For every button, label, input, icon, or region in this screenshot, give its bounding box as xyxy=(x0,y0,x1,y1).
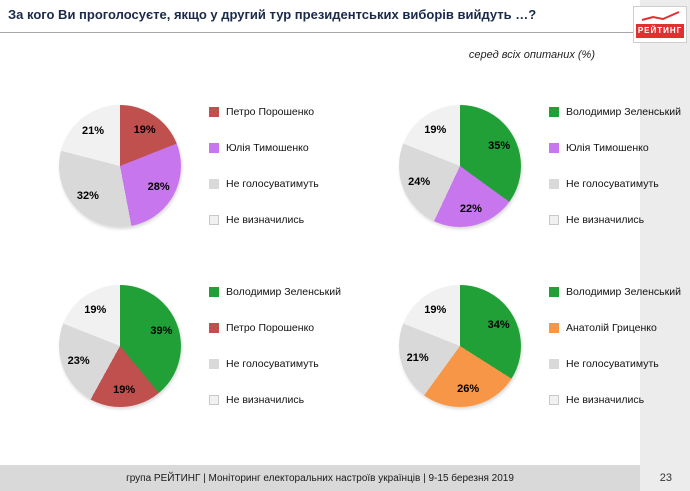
pie-percentage-label: 21% xyxy=(406,352,429,365)
footer-bar: група РЕЙТИНГ | Моніторинг електоральних… xyxy=(0,465,640,491)
legend-color-swatch xyxy=(549,287,559,297)
pie-percentage-label: 19% xyxy=(424,123,447,136)
page-number: 23 xyxy=(659,472,672,484)
pie-chart-zelensky-tymoshenko: 35% 22% 24% 19% Володимир Зеленський Юлія Ти… xyxy=(385,84,690,248)
pie-circle xyxy=(399,105,521,227)
legend-item: Не визначились xyxy=(549,394,681,406)
legend-item: Юлія Тимошенко xyxy=(549,142,681,154)
pie-percentage-label: 26% xyxy=(457,383,480,396)
legend-label: Володимир Зеленський xyxy=(566,286,681,298)
pie-percentage-label: 23% xyxy=(67,354,90,367)
pie-percentage-label: 19% xyxy=(84,303,107,316)
pie-chart-poroshenko-tymoshenko: 19% 28% 32% 21% Петро Порошенко Юлія Тимошен… xyxy=(45,84,385,248)
right-sidebar-strip xyxy=(640,0,690,491)
legend-label: Володимир Зеленський xyxy=(566,106,681,118)
legend-label: Юлія Тимошенко xyxy=(226,142,309,154)
legend-label: Володимир Зеленський xyxy=(226,286,341,298)
legend-label: Не визначились xyxy=(226,394,305,406)
legend-label: Не голосуватимуть xyxy=(566,358,659,370)
charts-grid: 19% 28% 32% 21% Петро Порошенко Юлія Тимошен… xyxy=(45,84,690,428)
pie-percentage-label: 32% xyxy=(76,190,99,203)
title-divider xyxy=(0,32,640,33)
legend-label: Не визначились xyxy=(566,214,645,226)
legend-label: Петро Порошенко xyxy=(226,106,315,118)
legend-label: Не голосуватимуть xyxy=(226,178,319,190)
subtitle: серед всіх опитаних (%) xyxy=(468,49,595,61)
legend-color-swatch xyxy=(549,323,559,333)
pie-percentage-label: 28% xyxy=(147,181,170,194)
legend-color-swatch xyxy=(209,395,219,405)
legend-item: Юлія Тимошенко xyxy=(209,142,319,154)
legend-color-swatch xyxy=(209,215,219,225)
pie-percentage-label: 21% xyxy=(81,125,105,138)
rating-logo: РЕЙТИНГ xyxy=(633,6,687,43)
legend-color-swatch xyxy=(209,359,219,369)
pie-percentage-label: 19% xyxy=(424,303,447,316)
pie: 34% 26% 21% 19% xyxy=(385,271,535,421)
legend-item: Не голосуватимуть xyxy=(549,358,681,370)
legend: Володимир Зеленський Юлія Тимошенко Не гол… xyxy=(549,106,681,226)
footer-text: група РЕЙТИНГ | Моніторинг електоральних… xyxy=(126,472,514,484)
pie: 19% 28% 32% 21% xyxy=(45,91,195,241)
legend-item: Не визначились xyxy=(209,394,341,406)
legend-item: Анатолій Гриценко xyxy=(549,322,681,334)
legend-label: Анатолій Гриценко xyxy=(566,322,657,334)
legend-color-swatch xyxy=(209,179,219,189)
legend-color-swatch xyxy=(549,143,559,153)
legend-item: Петро Порошенко xyxy=(209,322,341,334)
pie-percentage-label: 39% xyxy=(150,325,173,338)
legend-color-swatch xyxy=(549,395,559,405)
pie-percentage-label: 34% xyxy=(487,318,510,331)
legend-item: Не голосуватимуть xyxy=(209,358,341,370)
pie-circle xyxy=(399,285,521,407)
legend-color-swatch xyxy=(209,107,219,117)
pie-percentage-label: 35% xyxy=(488,140,511,152)
legend-item: Не голосуватимуть xyxy=(549,178,681,190)
pie: 39% 19% 23% 19% xyxy=(45,271,195,421)
legend-color-swatch xyxy=(549,215,559,225)
pie-percentage-label: 22% xyxy=(459,202,482,215)
legend-color-swatch xyxy=(549,359,559,369)
legend-label: Не визначились xyxy=(226,214,305,226)
legend-label: Не визначились xyxy=(566,394,645,406)
pie-circle xyxy=(59,285,181,407)
pie-chart-zelensky-hrytsenko: 34% 26% 21% 19% Володимир Зеленський Анатолі… xyxy=(385,264,690,428)
pie-percentage-label: 24% xyxy=(408,176,431,189)
legend-item: Не голосуватимуть xyxy=(209,178,319,190)
legend-label: Петро Порошенко xyxy=(226,322,315,334)
legend-color-swatch xyxy=(549,107,559,117)
legend: Петро Порошенко Юлія Тимошенко Не голосува… xyxy=(209,106,319,226)
legend-item: Володимир Зеленський xyxy=(209,286,341,298)
chart-line-icon xyxy=(641,11,680,21)
legend-label: Юлія Тимошенко xyxy=(566,142,649,154)
legend-color-swatch xyxy=(209,323,219,333)
page-title: За кого Ви проголосуєте, якщо у другий т… xyxy=(8,7,537,22)
legend-label: Не голосуватимуть xyxy=(566,178,659,190)
legend-color-swatch xyxy=(209,287,219,297)
legend: Володимир Зеленський Анатолій Гриценко Не … xyxy=(549,286,681,406)
pie-percentage-label: 19% xyxy=(113,383,136,396)
pie-chart-zelensky-poroshenko: 39% 19% 23% 19% Володимир Зеленський Петро П… xyxy=(45,264,385,428)
legend-item: Не визначились xyxy=(209,214,319,226)
legend-color-swatch xyxy=(209,143,219,153)
legend-item: Не визначились xyxy=(549,214,681,226)
legend: Володимир Зеленський Петро Порошенко Не го… xyxy=(209,286,341,406)
legend-item: Петро Порошенко xyxy=(209,106,319,118)
pie-percentage-label: 19% xyxy=(133,123,156,136)
legend-color-swatch xyxy=(549,179,559,189)
legend-item: Володимир Зеленський xyxy=(549,286,681,298)
logo-wordmark: РЕЙТИНГ xyxy=(636,24,684,38)
pie: 35% 22% 24% 19% xyxy=(385,91,535,241)
pie-circle xyxy=(59,105,181,227)
legend-item: Володимир Зеленський xyxy=(549,106,681,118)
legend-label: Не голосуватимуть xyxy=(226,358,319,370)
